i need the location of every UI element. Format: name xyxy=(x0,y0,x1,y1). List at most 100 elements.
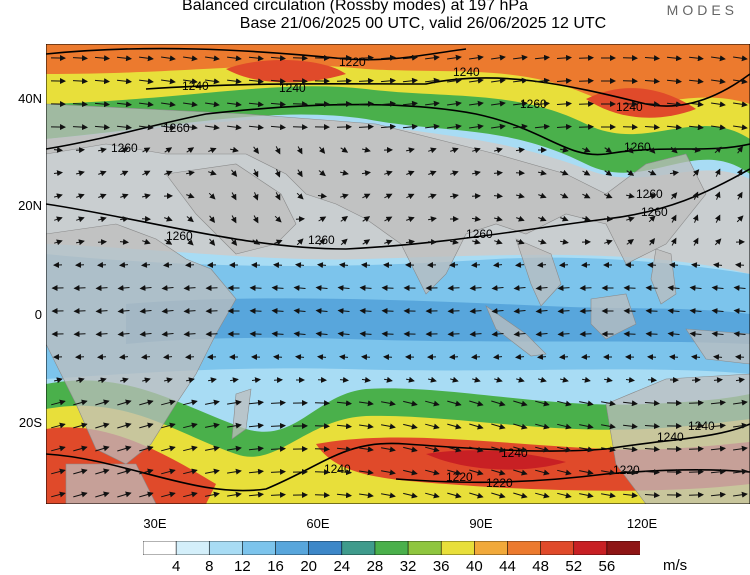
wind-vector xyxy=(293,58,307,59)
contour-label: 1260 xyxy=(636,187,663,201)
contour-label: 1260 xyxy=(163,121,190,135)
colorbar-swatch xyxy=(276,541,310,555)
wind-vector xyxy=(449,288,460,289)
wind-vector xyxy=(579,81,593,82)
colorbar-swatch xyxy=(176,541,210,555)
wind-vector xyxy=(315,449,329,450)
colorbar-swatch xyxy=(309,541,343,555)
colorbar-swatch xyxy=(242,541,276,555)
wind-vector xyxy=(689,426,703,427)
wind-vector xyxy=(449,334,460,335)
colorbar-swatch xyxy=(143,541,177,555)
wind-vector xyxy=(670,357,678,358)
contour-label: 1260 xyxy=(308,233,335,247)
wind-vector xyxy=(604,219,612,220)
colorbar xyxy=(143,541,640,555)
wind-vector xyxy=(689,472,703,473)
wind-vector xyxy=(579,127,593,128)
colorbar-tick-label: 32 xyxy=(393,558,423,575)
wind-vector xyxy=(98,357,106,358)
wind-vector xyxy=(274,357,282,358)
wind-vector xyxy=(186,265,194,266)
map-subtitle: Base 21/06/2025 00 UTC, valid 26/06/2025… xyxy=(48,15,750,33)
wind-vector xyxy=(362,265,370,266)
wind-vector xyxy=(75,334,86,335)
colorbar-swatch xyxy=(574,541,608,555)
wind-vector xyxy=(315,426,329,427)
contour-label: 1240 xyxy=(182,79,209,93)
wind-vector xyxy=(75,311,86,312)
colorbar-swatch xyxy=(541,541,575,555)
wind-vector xyxy=(647,311,658,312)
wind-vector xyxy=(647,288,658,289)
colorbar-swatch xyxy=(474,541,508,555)
contour-label: 1240 xyxy=(657,430,684,444)
colorbar-swatch xyxy=(408,541,442,555)
wind-vector xyxy=(315,472,329,473)
wind-vector xyxy=(98,242,106,243)
colorbar-tick-label: 36 xyxy=(426,558,456,575)
colorbar-swatch xyxy=(507,541,541,555)
colorbar-swatch xyxy=(342,541,376,555)
wind-vector xyxy=(383,334,394,335)
lon-label-120e: 120E xyxy=(622,516,662,531)
colorbar-tick-label: 48 xyxy=(526,558,556,575)
wind-vector xyxy=(689,495,703,496)
wind-vector xyxy=(274,265,282,266)
colorbar-units: m/s xyxy=(663,557,687,574)
wind-vector xyxy=(293,104,307,105)
wind-vector xyxy=(736,265,744,266)
wind-vector xyxy=(560,357,568,358)
lon-label-30e: 30E xyxy=(135,516,175,531)
wind-vector xyxy=(670,265,678,266)
colorbar-swatch xyxy=(209,541,243,555)
wind-vector xyxy=(449,311,460,312)
colorbar-tick-label: 12 xyxy=(227,558,257,575)
contour-label: 1220 xyxy=(613,463,640,477)
wind-map: 1220 1240 1240 1240 1260 1260 1260 1260 1260 1260… xyxy=(46,44,750,504)
wind-vector xyxy=(648,380,656,381)
colorbar-swatch xyxy=(607,541,640,555)
wind-vector xyxy=(383,311,394,312)
contour-label: 1240 xyxy=(501,446,528,460)
contour-label: 1220 xyxy=(486,476,513,490)
colorbar-tick-label: 44 xyxy=(492,558,522,575)
contour-label: 1220 xyxy=(446,470,473,484)
colorbar-tick-label: 4 xyxy=(161,558,191,575)
wind-vector xyxy=(186,357,194,358)
contour-label: 1240 xyxy=(324,462,351,476)
colorbar-tick-label: 52 xyxy=(559,558,589,575)
colorbar-tick-label: 40 xyxy=(459,558,489,575)
lat-label-0: 0 xyxy=(2,307,42,322)
wind-vector xyxy=(579,104,593,105)
contour-label: 1240 xyxy=(453,65,480,79)
brand-logo: MODES xyxy=(667,2,738,18)
lat-label-20n: 20N xyxy=(2,198,42,213)
wind-vector xyxy=(362,357,370,358)
contour-label: 1260 xyxy=(111,141,138,155)
wind-vector xyxy=(315,495,329,496)
lon-label-60e: 60E xyxy=(298,516,338,531)
wind-vector xyxy=(689,403,703,404)
colorbar-swatch xyxy=(441,541,475,555)
colorbar-tick-label: 24 xyxy=(327,558,357,575)
wind-vector xyxy=(736,357,744,358)
colorbar-tick-label: 8 xyxy=(194,558,224,575)
contour-label: 1260 xyxy=(624,140,651,154)
wind-vector xyxy=(472,265,480,266)
wind-vector xyxy=(98,265,106,266)
wind-vector xyxy=(293,127,307,128)
wind-vector xyxy=(293,81,307,82)
lat-label-40n: 40N xyxy=(2,91,42,106)
colorbar-tick-label: 16 xyxy=(261,558,291,575)
wind-vector xyxy=(76,150,84,151)
contour-label: 1260 xyxy=(466,227,493,241)
wind-vector xyxy=(472,357,480,358)
lon-label-90e: 90E xyxy=(461,516,501,531)
wind-vector xyxy=(647,334,658,335)
lat-label-20s: 20S xyxy=(2,415,42,430)
wind-vector xyxy=(383,288,394,289)
wind-vector xyxy=(75,288,86,289)
contour-label: 1240 xyxy=(616,100,643,114)
wind-vector xyxy=(689,449,703,450)
